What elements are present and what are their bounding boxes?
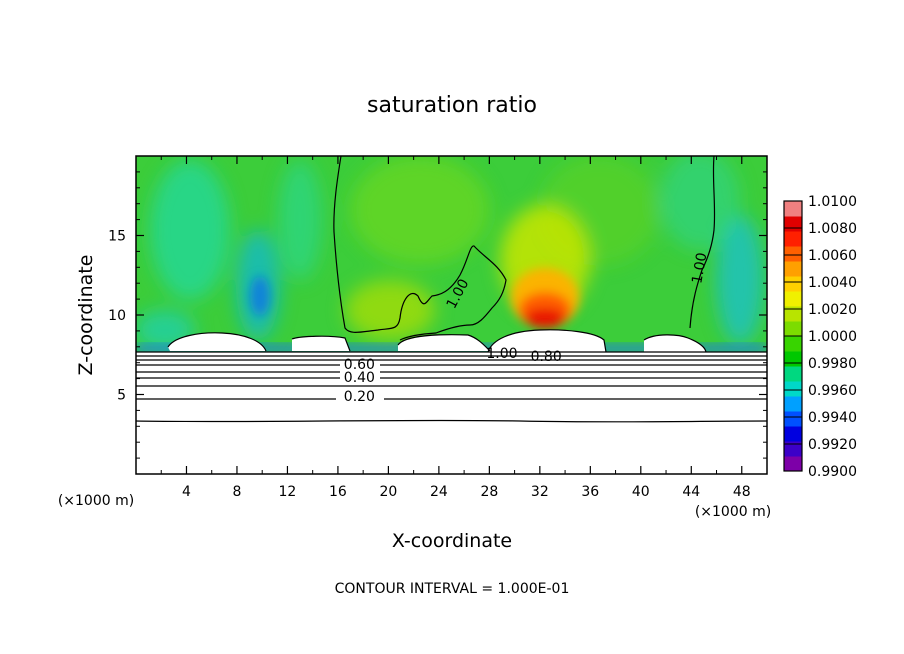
x-tick-label: 16 <box>329 484 347 500</box>
colorbar-swatch <box>784 426 802 442</box>
x-axis-ticks: 4 8 12 16 20 24 28 32 36 40 44 48 <box>160 156 751 500</box>
colorbar-label: 0.9900 <box>808 464 857 480</box>
colorbar-label: 0.9940 <box>808 410 857 426</box>
colorbar-swatch <box>784 306 802 322</box>
colorbar-label: 1.0100 <box>808 194 857 210</box>
chart-title: saturation ratio <box>367 93 537 118</box>
colorbar-swatch <box>784 276 802 292</box>
colorbar-label: 0.9960 <box>808 383 857 399</box>
contour-lines <box>136 156 767 423</box>
y-axis-ticks: 5 10 15 <box>108 171 767 459</box>
x-tick-label: 44 <box>682 484 700 500</box>
colorbar-label: 1.0060 <box>808 248 857 264</box>
colorbar-label: 0.9920 <box>808 437 857 453</box>
colorbar-swatch <box>784 456 802 472</box>
contour-label: 0.80 <box>531 349 562 365</box>
colorbar-swatch <box>784 201 802 217</box>
heatmap-field <box>136 156 767 474</box>
y-tick-label: 15 <box>108 229 126 245</box>
colorbar-swatch <box>784 216 802 232</box>
x-axis-title: X-coordinate <box>392 530 512 552</box>
x-tick-label: 48 <box>733 484 751 500</box>
x-tick-label: 20 <box>379 484 397 500</box>
colorbar-label: 1.0020 <box>808 302 857 318</box>
colorbar-swatch <box>784 366 802 382</box>
x-tick-label: 12 <box>279 484 297 500</box>
colorbar-swatch <box>784 291 802 307</box>
y-axis-title: Z-coordinate <box>75 255 97 376</box>
contour-label: 0.20 <box>344 389 375 405</box>
contour-interval-note: CONTOUR INTERVAL = 1.000E-01 <box>335 581 570 597</box>
x-axis-unit: (×1000 m) <box>695 504 771 520</box>
colorbar-swatch <box>784 246 802 262</box>
colorbar: 1.0100 1.0080 1.0060 1.0040 1.0020 1.0000 0.99… <box>783 194 857 480</box>
colorbar-swatch <box>784 336 802 352</box>
contour-label: 0.40 <box>344 370 375 386</box>
x-tick-label: 40 <box>632 484 650 500</box>
colorbar-swatch <box>784 321 802 337</box>
colorbar-swatch <box>784 381 802 397</box>
y-tick-label: 5 <box>117 388 126 404</box>
colorbar-swatch <box>784 261 802 277</box>
y-tick-label: 10 <box>108 308 126 324</box>
contour-label: 1.00 <box>486 346 517 362</box>
colorbar-swatch <box>784 411 802 427</box>
y-axis-unit: (×1000 m) <box>58 493 134 509</box>
colorbar-swatch <box>784 441 802 457</box>
x-tick-label: 4 <box>182 484 191 500</box>
x-tick-label: 36 <box>581 484 599 500</box>
colorbar-swatch <box>784 396 802 412</box>
colorbar-label: 1.0040 <box>808 275 857 291</box>
contour-label: 1.00 <box>689 251 710 284</box>
colorbar-label: 1.0000 <box>808 329 857 345</box>
contour-label: 0.60 <box>344 357 375 373</box>
colorbar-label: 1.0080 <box>808 221 857 237</box>
x-tick-label: 32 <box>531 484 549 500</box>
x-tick-label: 24 <box>430 484 448 500</box>
colorbar-swatch <box>784 231 802 247</box>
x-tick-label: 8 <box>232 484 241 500</box>
colorbar-label: 0.9980 <box>808 356 857 372</box>
colorbar-swatch <box>784 351 802 367</box>
x-tick-label: 28 <box>480 484 498 500</box>
